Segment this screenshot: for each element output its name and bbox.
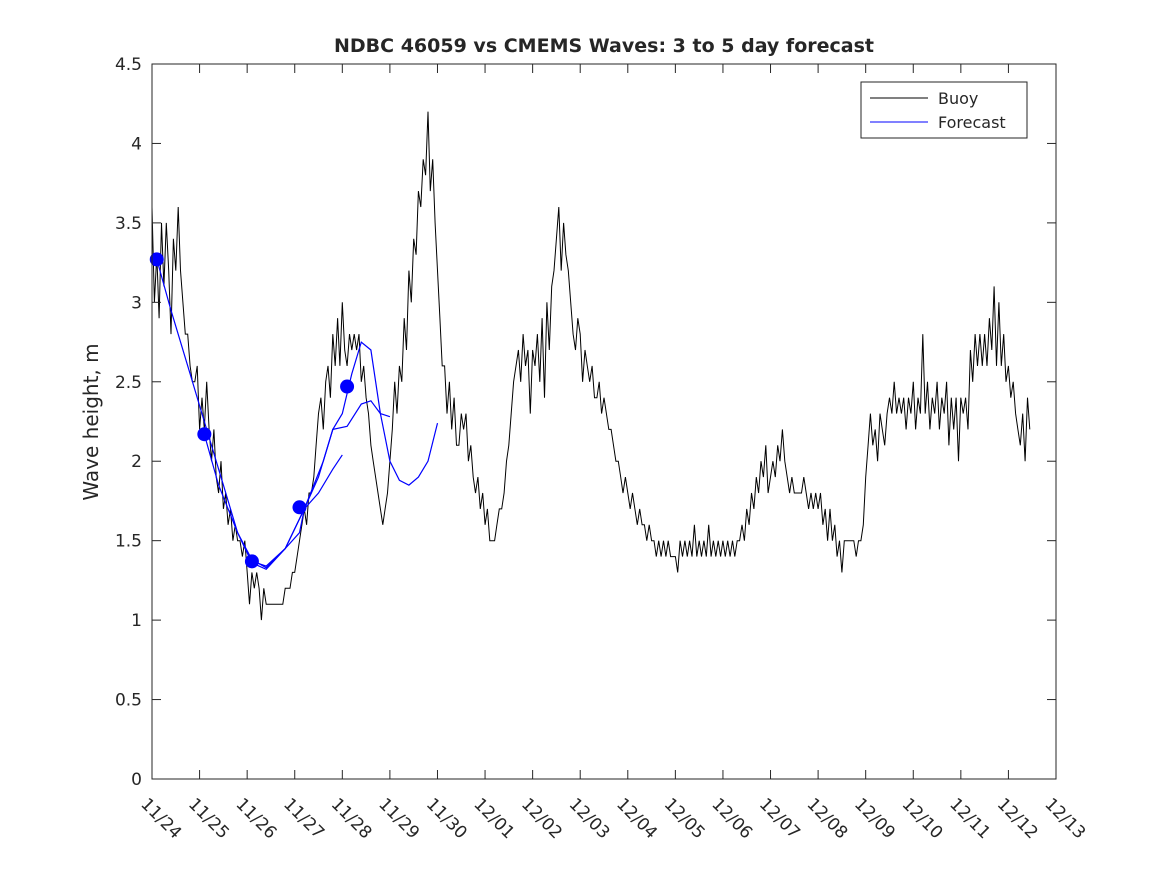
- y-tick-label: 3.5: [115, 214, 142, 234]
- x-tick-label: 11/27: [279, 794, 328, 843]
- x-tick-label: 12/04: [612, 794, 661, 843]
- x-tick-label: 12/06: [707, 794, 756, 843]
- x-tick-label: 12/12: [993, 794, 1042, 843]
- x-tick-label: 11/29: [374, 794, 423, 843]
- plot-frame: [151, 63, 1057, 780]
- x-tick-label: 12/08: [803, 794, 852, 843]
- x-tick-label: 12/09: [850, 794, 899, 843]
- legend: Buoy Forecast: [860, 81, 1028, 139]
- x-tick-label: 12/03: [565, 794, 614, 843]
- forecast-line: [251, 454, 343, 567]
- y-tick-label: 1: [131, 611, 142, 631]
- legend-label-buoy: Buoy: [938, 89, 978, 108]
- y-tick-label: 3: [131, 293, 142, 313]
- forecast-start-marker: [149, 252, 164, 267]
- buoy-line: [151, 111, 1031, 621]
- forecast-start-marker: [197, 427, 212, 442]
- y-axis: 0 0.5 1 1.5 2 2.5 3 3.5 4 4.5: [115, 55, 1056, 790]
- legend-label-forecast: Forecast: [938, 113, 1006, 132]
- forecast-start-markers: [149, 252, 355, 569]
- x-axis: 11/2411/2511/2611/2711/2811/2911/3012/01…: [136, 64, 1089, 843]
- y-tick-label: 0.5: [115, 691, 142, 711]
- forecast-line: [156, 259, 391, 571]
- forecast-start-marker: [292, 500, 307, 515]
- y-tick-label: 2.5: [115, 373, 142, 393]
- y-tick-label: 2: [131, 452, 142, 472]
- forecast-start-marker: [340, 379, 355, 394]
- x-tick-label: 12/07: [755, 794, 804, 843]
- x-tick-label: 12/11: [945, 794, 994, 843]
- y-axis-label: Wave height, m: [79, 343, 103, 500]
- chart-title: NDBC 46059 vs CMEMS Waves: 3 to 5 day fo…: [334, 35, 874, 57]
- y-tick-label: 0: [131, 770, 142, 790]
- x-tick-label: 12/13: [1040, 794, 1089, 843]
- x-tick-label: 12/10: [898, 794, 947, 843]
- x-tick-label: 11/24: [136, 794, 185, 843]
- forecast-start-marker: [244, 554, 259, 569]
- x-tick-label: 12/05: [660, 794, 709, 843]
- x-tick-label: 11/25: [184, 794, 233, 843]
- x-tick-label: 12/02: [517, 794, 566, 843]
- legend-box: [860, 81, 1028, 139]
- x-tick-label: 11/28: [327, 794, 376, 843]
- x-tick-label: 11/26: [232, 794, 281, 843]
- y-tick-label: 4: [131, 134, 142, 154]
- x-tick-label: 11/30: [422, 794, 471, 843]
- buoy-series: [151, 111, 1031, 621]
- x-tick-label: 12/01: [470, 794, 519, 843]
- y-tick-label: 1.5: [115, 532, 142, 552]
- y-tick-label: 4.5: [115, 55, 142, 75]
